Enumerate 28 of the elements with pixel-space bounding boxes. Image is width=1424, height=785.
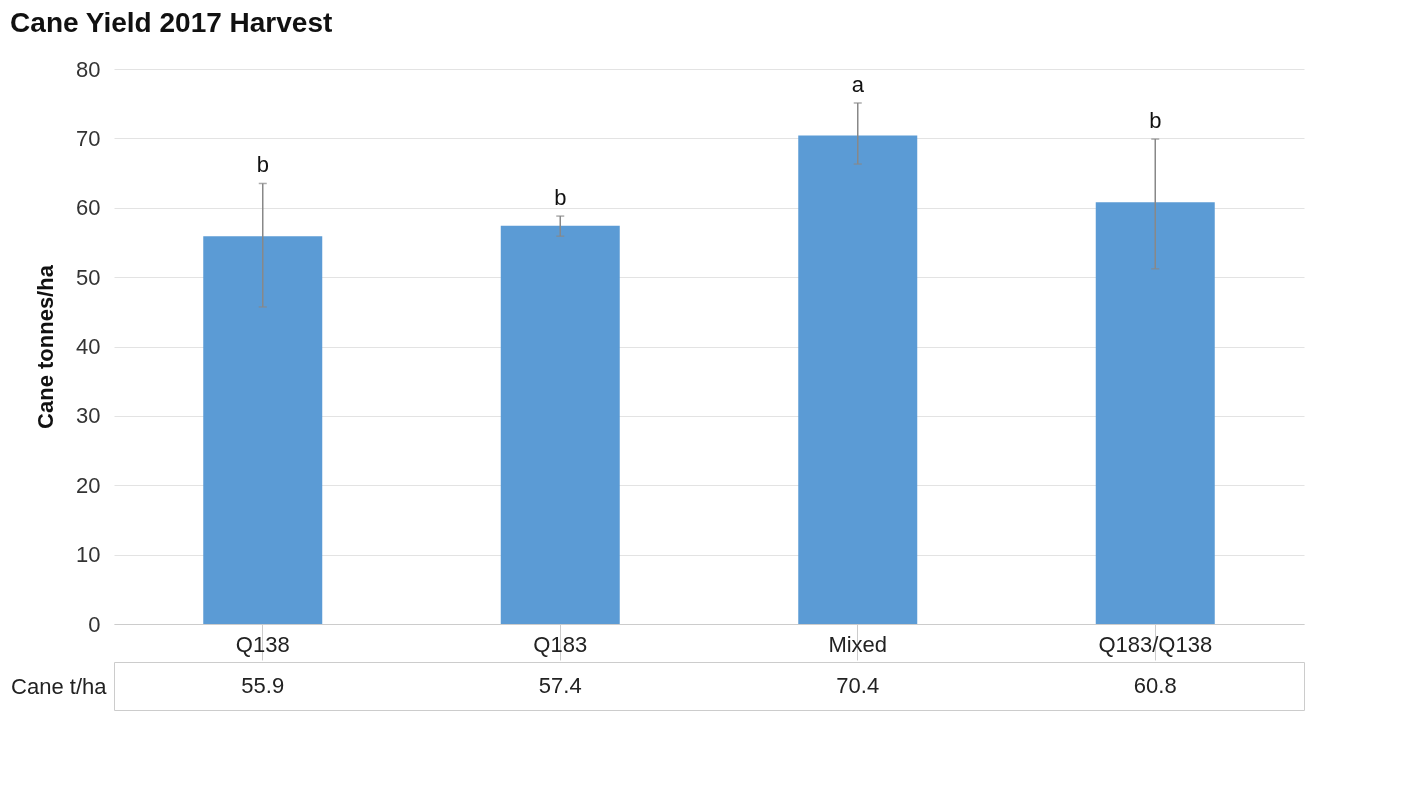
y-tick-label: 70 [76,125,101,151]
bar [500,225,620,624]
x-tick-label: Q183 [533,631,588,657]
bar [798,135,918,624]
annotation: b [1149,108,1162,134]
data-label: 60.8 [1133,673,1177,698]
bar [1095,202,1215,624]
annotation: a [851,71,865,97]
annotation: b [554,185,567,211]
y-tick-label: 40 [76,334,101,359]
y-tick-label: 30 [76,403,101,429]
y-tick-label: 0 [88,611,101,637]
x-tick-label: Q183/Q138 [1098,631,1213,657]
y-tick-label: 20 [76,472,101,498]
y-axis-title: Cane tonnes/ha [33,264,59,429]
annotation: b [256,152,269,178]
y-tick-label: 80 [76,56,101,82]
y-tick-label: 50 [76,264,101,290]
bar [203,236,323,624]
data-label: 70.4 [836,673,880,698]
data-label: 57.4 [538,673,582,698]
y-tick-label: 10 [76,542,101,568]
y-tick-label: 60 [76,195,101,221]
text: Cane t/ha [11,673,108,699]
x-tick-label: Mixed [828,631,888,657]
data-label: 55.9 [241,673,285,698]
x-tick-label: Q138 [235,631,290,657]
chart-title: Cane Yield 2017 Harvest [10,7,333,38]
